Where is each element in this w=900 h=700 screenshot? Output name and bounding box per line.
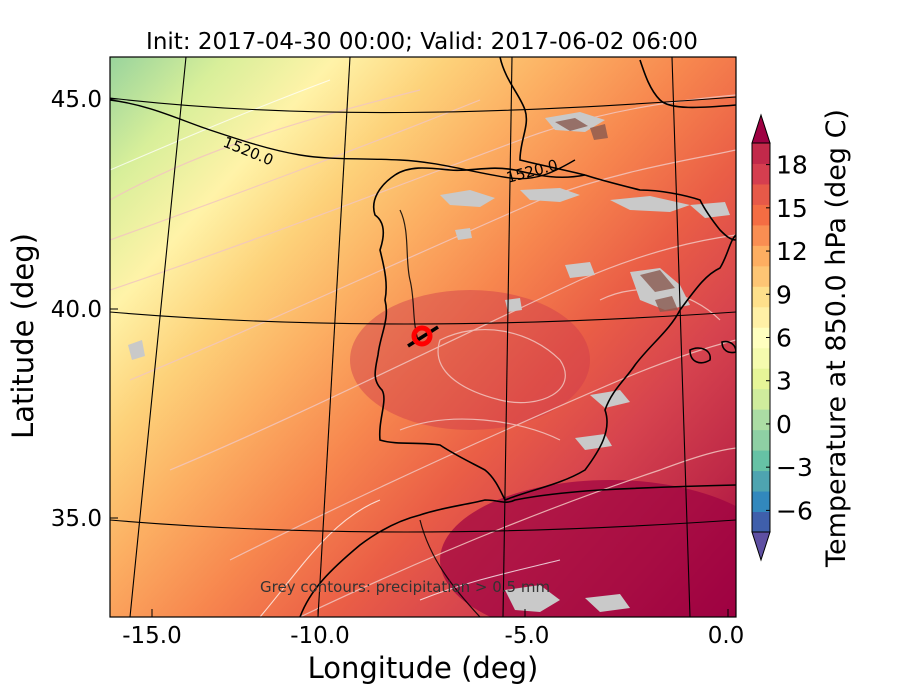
colorbar-bin	[752, 388, 770, 410]
colorbar-bin	[752, 163, 770, 185]
colorbar-bin	[752, 511, 770, 533]
x-axis-label: Longitude (deg)	[308, 651, 539, 685]
colorbar-bin	[752, 224, 770, 246]
colorbar-tick-label: 0	[776, 410, 792, 439]
colorbar-bin	[752, 143, 770, 164]
y-tick-label: 35.0	[51, 506, 102, 532]
plot-title: Init: 2017-04-30 00:00; Valid: 2017-06-0…	[146, 29, 698, 55]
colorbar-tick-label: 9	[776, 280, 792, 309]
colorbar-tick-label: 3	[776, 367, 792, 396]
colorbar-label: Temperature at 850.0 hPa (deg C)	[821, 109, 852, 568]
colorbar-tick-label: −3	[776, 453, 813, 482]
coastlines	[299, 57, 736, 617]
station-direction-line	[407, 325, 439, 348]
colorbar-bin	[752, 306, 770, 328]
x-tick-label: 0.0	[708, 623, 745, 649]
colorbar-extend-low	[751, 531, 771, 562]
y-tick-label: 45.0	[51, 87, 102, 113]
colorbar-bin	[752, 245, 770, 267]
borders	[399, 209, 481, 617]
x-tick-label: -10.0	[290, 623, 350, 649]
colorbar-tick-label: 15	[776, 194, 808, 223]
axis-ticks	[110, 98, 729, 617]
y-tick-label: 40.0	[51, 297, 102, 323]
precipitation-heavy	[555, 118, 678, 312]
graticule	[110, 57, 736, 617]
colorbar-bin	[752, 491, 770, 513]
colorbar-tick-label: 6	[776, 324, 792, 353]
map-area: 1520.0 1520.0 Grey contours: precipitati…	[110, 57, 736, 617]
x-tick-label: -5.0	[505, 623, 550, 649]
colorbar-bin	[752, 347, 770, 369]
colorbar-bin	[752, 327, 770, 349]
colorbar-bin	[752, 368, 770, 390]
precipitation-note: Grey contours: precipitation > 0.5 mm	[260, 578, 550, 596]
colorbar-bin	[752, 265, 770, 287]
station-marker-circle	[411, 325, 433, 347]
colorbar-bin	[752, 470, 770, 492]
warm-anomaly-africa	[440, 480, 736, 617]
station-marker[interactable]	[407, 325, 439, 348]
colorbar-tick-label: −6	[776, 496, 813, 525]
isotherm-contours	[110, 89, 736, 617]
colorbar-bin	[752, 183, 770, 205]
colorbar-bin	[752, 429, 770, 451]
white-contours	[110, 79, 561, 617]
colorbar-tick-label: 18	[776, 151, 808, 180]
colorbar-bin	[752, 286, 770, 308]
y-axis-label: Latitude (deg)	[6, 233, 40, 439]
colorbar-extend-high	[751, 113, 771, 144]
colorbar-bin	[752, 409, 770, 431]
x-tick-label: -15.0	[122, 623, 182, 649]
colorbar-bin	[752, 204, 770, 226]
colorbar-bin	[752, 450, 770, 472]
warm-anomaly-iberia	[350, 290, 590, 430]
map-frame	[109, 56, 737, 618]
colorbar: 18 15 12 9 6 3 0 −3 −6	[751, 113, 813, 562]
colorbar-tick-label: 12	[776, 237, 808, 266]
